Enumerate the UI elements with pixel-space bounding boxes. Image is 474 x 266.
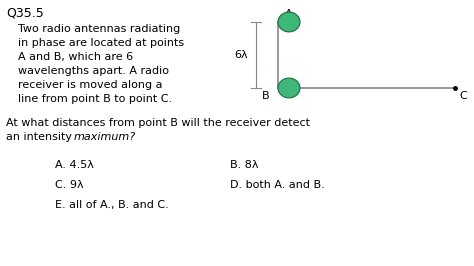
Text: E. all of A., B. and C.: E. all of A., B. and C. <box>55 200 169 210</box>
Text: C. 9λ: C. 9λ <box>55 180 83 190</box>
Text: B: B <box>263 91 270 101</box>
Text: A: A <box>285 9 293 19</box>
Text: maximum?: maximum? <box>74 132 136 142</box>
Text: A. 4.5λ: A. 4.5λ <box>55 160 94 170</box>
Text: receiver is moved along a: receiver is moved along a <box>18 80 163 90</box>
Text: in phase are located at points: in phase are located at points <box>18 38 184 48</box>
Text: an intensity: an intensity <box>6 132 75 142</box>
Text: wavelengths apart. A radio: wavelengths apart. A radio <box>18 66 169 76</box>
Text: Q35.5: Q35.5 <box>6 6 44 19</box>
Text: At what distances from point B will the receiver detect: At what distances from point B will the … <box>6 118 310 128</box>
Text: Two radio antennas radiating: Two radio antennas radiating <box>18 24 180 34</box>
Ellipse shape <box>278 78 300 98</box>
Text: A and B, which are 6: A and B, which are 6 <box>18 52 133 62</box>
Text: line from point B to point C.: line from point B to point C. <box>18 94 172 104</box>
Text: D. both A. and B.: D. both A. and B. <box>230 180 325 190</box>
Ellipse shape <box>278 12 300 32</box>
Text: C: C <box>459 91 467 101</box>
Text: B. 8λ: B. 8λ <box>230 160 258 170</box>
Text: 6λ: 6λ <box>234 50 248 60</box>
